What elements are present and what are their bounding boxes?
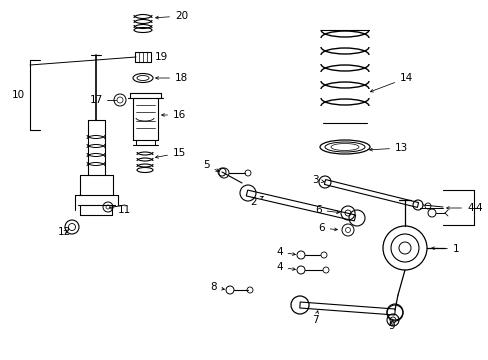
Text: 17: 17 (90, 95, 103, 105)
Text: 3: 3 (311, 175, 324, 185)
Text: 4: 4 (474, 203, 481, 213)
Text: 12: 12 (58, 227, 71, 237)
Text: 9: 9 (387, 321, 394, 331)
Text: 15: 15 (155, 148, 186, 158)
Text: 4: 4 (275, 262, 295, 272)
Bar (135, 52, 151, 62)
Text: 8: 8 (209, 282, 224, 292)
Text: 1: 1 (431, 244, 459, 254)
Text: 7: 7 (311, 311, 318, 325)
Text: 6: 6 (317, 223, 337, 233)
Text: 16: 16 (162, 110, 186, 120)
Text: 19: 19 (155, 52, 168, 62)
Text: 11: 11 (109, 205, 131, 215)
Text: 4: 4 (446, 203, 473, 213)
Text: 5: 5 (203, 160, 218, 171)
Text: 20: 20 (155, 11, 188, 21)
Text: 6: 6 (314, 205, 339, 215)
Text: 18: 18 (155, 73, 188, 83)
Text: 13: 13 (369, 143, 407, 153)
Text: 10: 10 (12, 90, 25, 100)
Text: 4: 4 (275, 247, 295, 257)
Text: 14: 14 (369, 73, 412, 92)
Text: 2: 2 (249, 197, 263, 207)
